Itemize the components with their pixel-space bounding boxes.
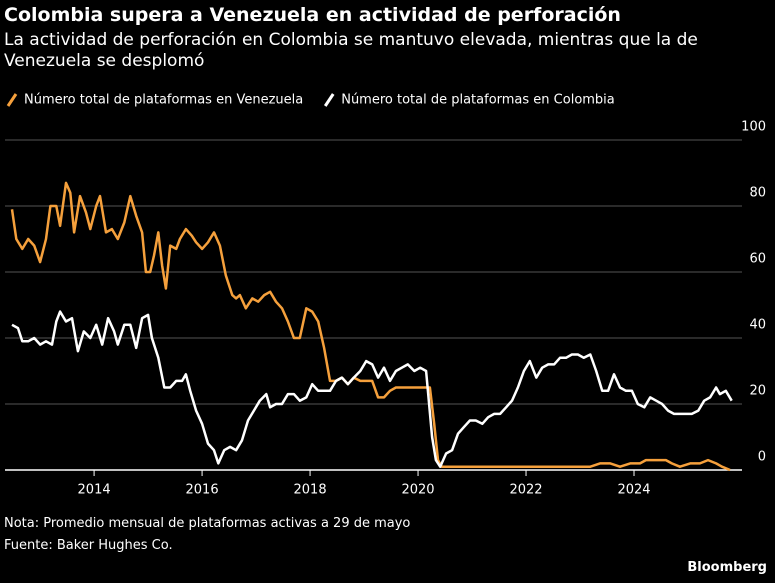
note: Nota: Promedio mensual de plataformas ac… [4,516,411,531]
x-tick-label: 2022 [509,483,542,498]
legend-marker [323,93,335,107]
series-line [10,181,731,472]
brand: Bloomberg [687,560,767,575]
y-tick-label: 0 [758,450,766,465]
chart-subtitle: La actividad de perforación en Colombia … [4,30,698,71]
y-tick-label: 60 [749,252,766,267]
x-tick-label: 2014 [78,483,111,498]
y-tick-label: 100 [741,120,766,135]
y-tick-label: 20 [749,384,766,399]
series-line [11,310,733,468]
x-tick-label: 2024 [617,483,650,498]
y-tick-label: 40 [749,318,766,333]
legend-marker [6,93,18,107]
y-tick-label: 80 [749,186,766,201]
legend-label: Número total de plataformas en Colombia [341,93,615,108]
x-tick-label: 2020 [401,483,434,498]
legend-label: Número total de plataformas en Venezuela [24,93,303,108]
x-tick-label: 2018 [294,483,327,498]
x-tick-label: 2016 [186,483,219,498]
chart-title: Colombia supera a Venezuela en actividad… [4,4,621,26]
source: Fuente: Baker Hughes Co. [4,538,173,553]
